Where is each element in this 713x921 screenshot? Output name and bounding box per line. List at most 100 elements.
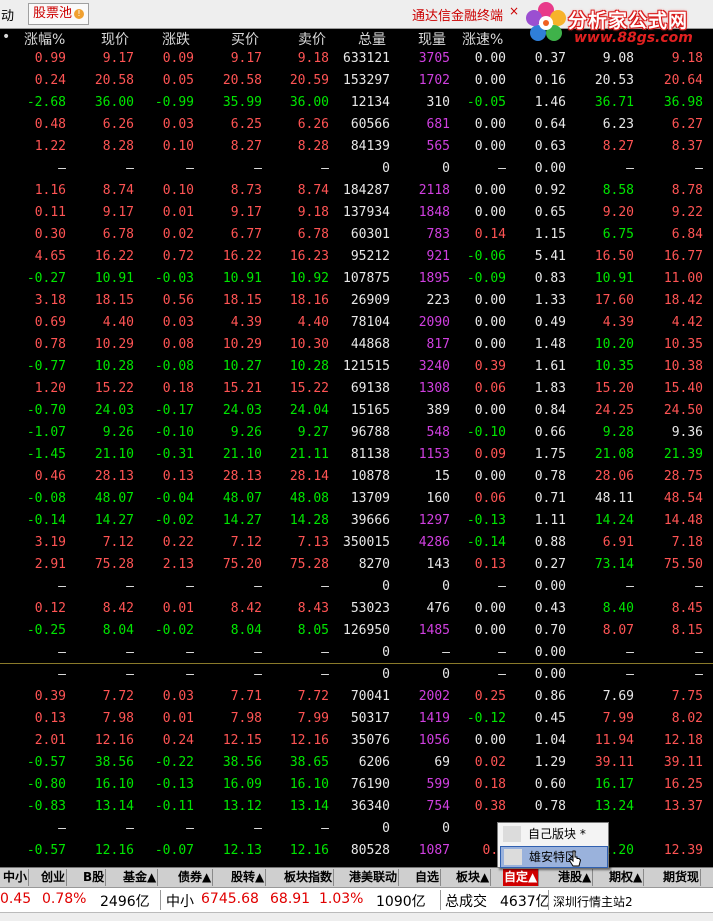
- cell-speed: -0.09: [466, 271, 506, 286]
- stock-pool-tab[interactable]: 股票池!: [28, 3, 90, 25]
- table-row[interactable]: 3.19 7.12 0.22 7.12 7.13 350015 4286 -0.14 0.88 6…: [0, 532, 713, 554]
- cell-open: 24.25: [594, 403, 634, 418]
- table-row[interactable]: 1.20 15.22 0.18 15.21 15.22 69138 1308 0.06 1.83…: [0, 378, 713, 400]
- tab-sector-index[interactable]: 板块指数: [284, 869, 335, 886]
- table-row[interactable]: — — — — — 0 0 — 0.00 — —: [0, 664, 713, 686]
- cell-open: 6.75: [602, 227, 634, 242]
- table-row[interactable]: 0.12 8.42 0.01 8.42 8.43 53023 476 0.00 0.43 8.40…: [0, 598, 713, 620]
- cell-speed: 0.00: [474, 601, 506, 616]
- tab-hk-stocks[interactable]: 港股▲: [558, 869, 594, 886]
- cell-change-pct: -0.77: [26, 359, 66, 374]
- cell-price: 8.74: [102, 183, 134, 198]
- cell-change: 0.02: [162, 227, 194, 242]
- market-tab-bar: 中小 创业 B股 基金▲ 债券▲ 股转▲ 板块指数 港美联动 自选 板块▲ 自定…: [0, 867, 713, 887]
- table-row[interactable]: 0.78 10.29 0.08 10.29 10.30 44868 817 0.00 1.48 1…: [0, 334, 713, 356]
- column-header-row: • 涨幅% 现价 涨跌 买价 卖价 总量 现量 涨速%: [0, 28, 713, 48]
- header-speed[interactable]: 涨速%: [462, 32, 504, 48]
- close-icon[interactable]: ×: [509, 4, 520, 18]
- table-row[interactable]: -1.45 21.10 -0.31 21.10 21.11 81138 1153 0.09 1.…: [0, 444, 713, 466]
- tab-options[interactable]: 期权▲: [609, 869, 645, 886]
- table-row[interactable]: -0.57 38.56 -0.22 38.56 38.65 6206 69 0.02 1.29 3…: [0, 752, 713, 774]
- cell-open: 16.50: [594, 249, 634, 264]
- table-row[interactable]: -0.25 8.04 -0.02 8.04 8.05 126950 1485 0.00 0.70…: [0, 620, 713, 642]
- table-row[interactable]: 0.69 4.40 0.03 4.39 4.40 78104 2090 0.00 0.49 4.3…: [0, 312, 713, 334]
- cell-speed: 0.38: [474, 799, 506, 814]
- tab-funds[interactable]: 基金▲: [123, 869, 159, 886]
- cell-ask: 7.13: [297, 535, 329, 550]
- table-row[interactable]: -1.07 9.26 -0.10 9.26 9.27 96788 548 -0.10 0.66 9…: [0, 422, 713, 444]
- table-row[interactable]: — — — — — 0 0: [0, 818, 713, 840]
- header-bid[interactable]: 买价: [231, 32, 259, 48]
- table-row[interactable]: — — — — — 0 0 — 0.00 — —: [0, 576, 713, 598]
- cell-bid: 8.73: [230, 183, 262, 198]
- header-change[interactable]: 涨跌: [162, 32, 190, 48]
- table-row[interactable]: 1.16 8.74 0.10 8.73 8.74 184287 2118 0.00 0.92 8.…: [0, 180, 713, 202]
- tab-sectors[interactable]: 板块▲: [456, 869, 492, 886]
- table-row[interactable]: 2.01 12.16 0.24 12.15 12.16 35076 1056 0.00 1.04…: [0, 730, 713, 752]
- header-price[interactable]: 现价: [101, 32, 129, 48]
- menu-item-my-sector[interactable]: 自己版块 *: [500, 824, 606, 844]
- server-name[interactable]: 深圳行情主站2: [553, 895, 633, 909]
- cell-volume: 96788: [350, 425, 390, 440]
- menu-item-xiongan[interactable]: 雄安特区: [500, 846, 608, 868]
- tab-futures[interactable]: 期货现: [663, 869, 702, 886]
- cell-ask: 8.43: [297, 601, 329, 616]
- table-row[interactable]: 0.99 9.17 0.09 9.17 9.18 633121 3705 0.00 0.37 9.…: [0, 48, 713, 70]
- tab-share-transfer[interactable]: 股转▲: [231, 869, 267, 886]
- cell-open: 6.23: [602, 117, 634, 132]
- table-row[interactable]: -0.80 16.10 -0.13 16.09 16.10 76190 599 0.18 0.6…: [0, 774, 713, 796]
- cell-change-pct: 2.01: [34, 733, 66, 748]
- header-change-pct[interactable]: 涨幅%: [24, 32, 66, 48]
- tab-sme[interactable]: 中小: [3, 869, 30, 886]
- table-row[interactable]: 3.18 18.15 0.56 18.15 18.16 26909 223 0.00 1.33 1…: [0, 290, 713, 312]
- table-row[interactable]: 0.11 9.17 0.01 9.17 9.18 137934 1848 0.00 0.65 9.…: [0, 202, 713, 224]
- cell-volume: 60301: [350, 227, 390, 242]
- cell-turnover: 1.15: [534, 227, 566, 242]
- tab-watchlist[interactable]: 自选: [415, 869, 442, 886]
- cell-change-pct: -1.45: [26, 447, 66, 462]
- cell-price: 10.91: [94, 271, 134, 286]
- cell-turnover: 1.46: [534, 95, 566, 110]
- header-ask[interactable]: 卖价: [298, 32, 326, 48]
- cell-high: 8.78: [671, 183, 703, 198]
- cell-ask: 8.28: [297, 139, 329, 154]
- cell-high: 75.50: [663, 557, 703, 572]
- cell-high: 36.98: [663, 95, 703, 110]
- terminal-ad-link[interactable]: 通达信金融终端: [412, 9, 504, 24]
- table-row[interactable]: 0.13 7.98 0.01 7.98 7.99 50317 1419 -0.12 0.45 7.…: [0, 708, 713, 730]
- tab-bonds[interactable]: 债券▲: [178, 869, 214, 886]
- table-row[interactable]: 0.24 20.58 0.05 20.58 20.59 153297 1702 0.00 0.1…: [0, 70, 713, 92]
- tab-chinext[interactable]: 创业: [41, 869, 68, 886]
- cell-change: 2.13: [162, 557, 194, 572]
- table-row[interactable]: 4.65 16.22 0.72 16.22 16.23 95212 921 -0.06 5.41…: [0, 246, 713, 268]
- cell-ask: 20.59: [289, 73, 329, 88]
- table-row[interactable]: -2.68 36.00 -0.99 35.99 36.00 12134 310 -0.05 1.…: [0, 92, 713, 114]
- table-row[interactable]: — — — — — 0 — — 0.00 — —: [0, 642, 713, 664]
- table-row[interactable]: 0.46 28.13 0.13 28.13 28.14 10878 15 0.00 0.78 28…: [0, 466, 713, 488]
- table-row[interactable]: -0.83 13.14 -0.11 13.12 13.14 36340 754 0.38 0.7…: [0, 796, 713, 818]
- table-row[interactable]: 0.30 6.78 0.02 6.77 6.78 60301 783 0.14 1.15 6.75…: [0, 224, 713, 246]
- table-row[interactable]: — — — — — 0 0 — 0.00 — —: [0, 158, 713, 180]
- tab-hk-us-link[interactable]: 港美联动: [349, 869, 400, 886]
- table-row[interactable]: -0.77 10.28 -0.08 10.27 10.28 121515 3240 0.39 1…: [0, 356, 713, 378]
- cell-change-pct: -0.80: [26, 777, 66, 792]
- header-volume[interactable]: 总量: [358, 32, 386, 48]
- header-current-vol[interactable]: 现量: [418, 32, 446, 48]
- tab-b-shares[interactable]: B股: [83, 869, 107, 886]
- table-row[interactable]: -0.14 14.27 -0.02 14.27 14.28 39666 1297 -0.13 1…: [0, 510, 713, 532]
- cell-bid: 9.17: [230, 205, 262, 220]
- cell-change-pct: 0.46: [34, 469, 66, 484]
- mouse-cursor-icon: [568, 850, 582, 867]
- table-row[interactable]: -0.27 10.91 -0.03 10.91 10.92 107875 1895 -0.09…: [0, 268, 713, 290]
- table-row[interactable]: 1.22 8.28 0.10 8.27 8.28 84139 565 0.00 0.63 8.27…: [0, 136, 713, 158]
- table-row[interactable]: 0.48 6.26 0.03 6.25 6.26 60566 681 0.00 0.64 6.23…: [0, 114, 713, 136]
- table-row[interactable]: 0.39 7.72 0.03 7.71 7.72 70041 2002 0.25 0.86 7.6…: [0, 686, 713, 708]
- tab-custom[interactable]: 自定▲: [503, 869, 540, 886]
- cell-high: 18.42: [663, 293, 703, 308]
- table-row[interactable]: -0.08 48.07 -0.04 48.07 48.08 13709 160 0.06 0.7…: [0, 488, 713, 510]
- table-row[interactable]: 2.91 75.28 2.13 75.20 75.28 8270 143 0.13 0.27 73…: [0, 554, 713, 576]
- cell-change-pct: -2.68: [26, 95, 66, 110]
- cell-high: 10.35: [663, 337, 703, 352]
- site-logo: 分析家公式网 www.88gs.com: [522, 0, 713, 48]
- table-row[interactable]: -0.70 24.03 -0.17 24.03 24.04 15165 389 0.00 0.8…: [0, 400, 713, 422]
